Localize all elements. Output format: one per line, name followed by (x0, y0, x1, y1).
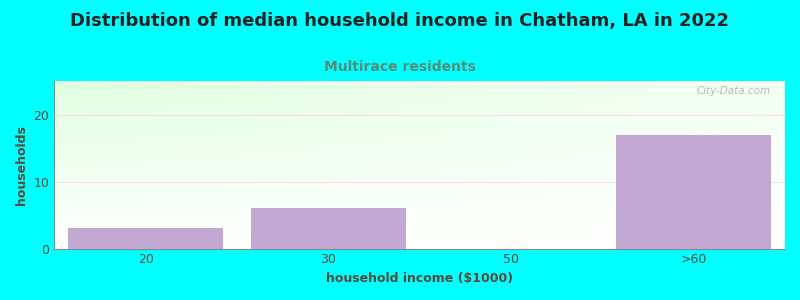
Bar (250, 208, 406, 249)
Bar (68, 229, 223, 249)
X-axis label: household income ($1000): household income ($1000) (326, 272, 514, 285)
Text: Multirace residents: Multirace residents (324, 60, 476, 74)
Text: City-Data.com: City-Data.com (696, 86, 770, 96)
Text: Distribution of median household income in Chatham, LA in 2022: Distribution of median household income … (70, 12, 730, 30)
Y-axis label: households: households (15, 125, 28, 205)
Bar (616, 135, 771, 249)
